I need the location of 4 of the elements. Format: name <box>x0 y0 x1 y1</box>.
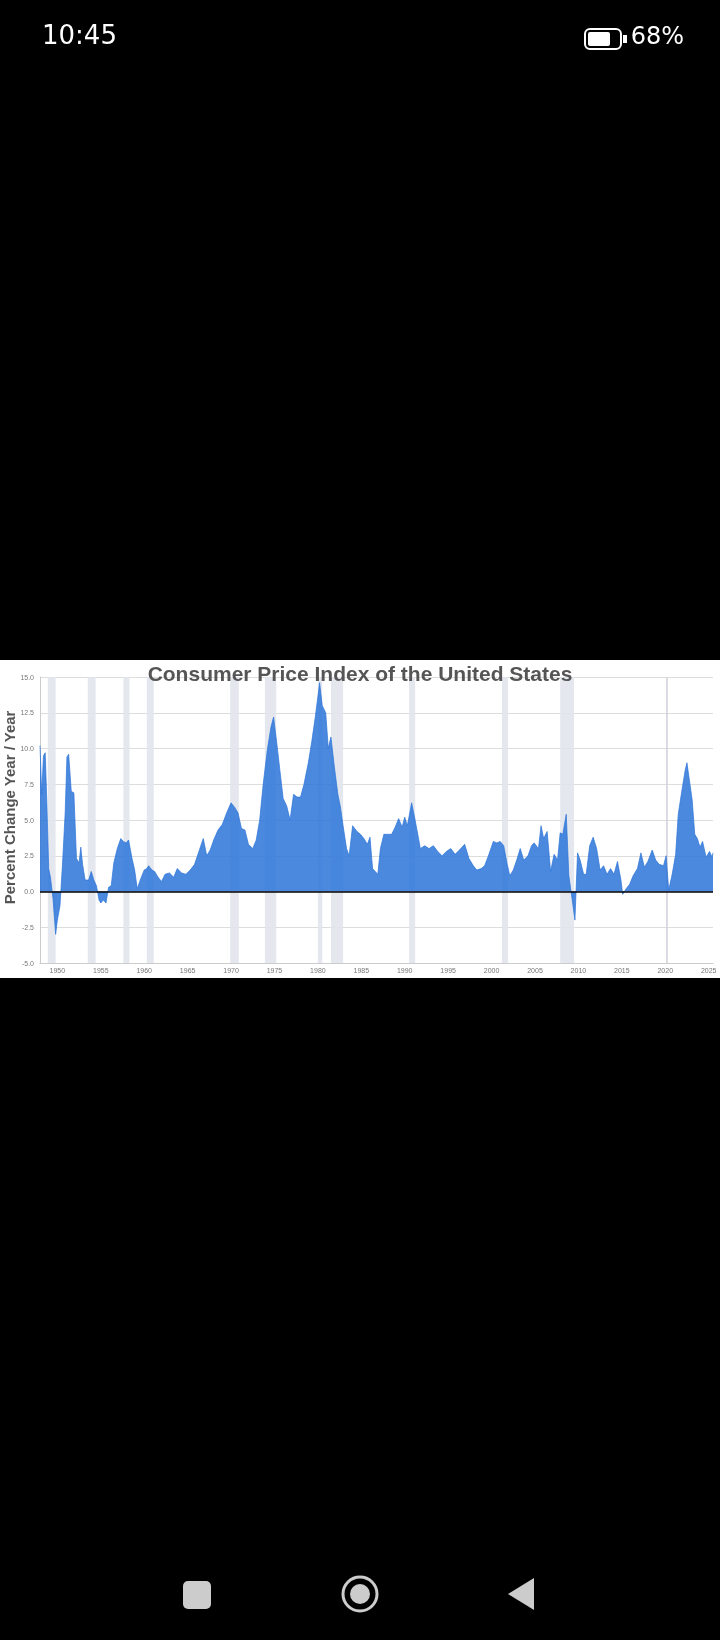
chart-title: Consumer Price Index of the United States <box>147 662 573 685</box>
y-axis-title: Percent Change Year / Year <box>1 710 18 905</box>
text: 10:45 <box>42 20 117 50</box>
text: 68% <box>630 22 684 50</box>
